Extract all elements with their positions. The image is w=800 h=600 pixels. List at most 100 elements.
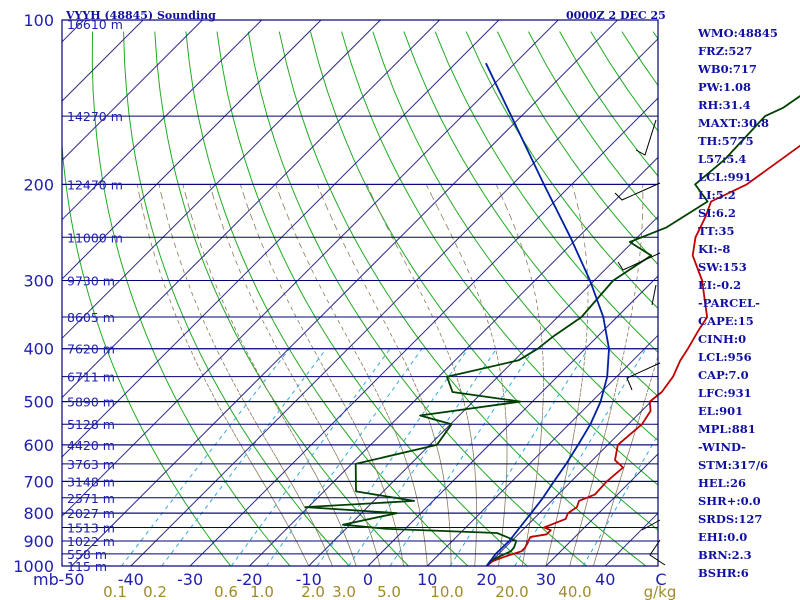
height-label: 3763 m	[67, 457, 115, 472]
pressure-unit-label: mb	[33, 570, 59, 589]
station-title: VYYH (48845) Sounding	[66, 9, 216, 22]
isotherm-line	[130, 38, 659, 567]
temperature-tick-label: -20	[236, 570, 262, 589]
temperature-unit-label: C	[655, 570, 666, 589]
mixing-ratio-tick-label: 1.0	[250, 583, 274, 600]
stat-line: SW:153	[698, 260, 747, 274]
plot-frame	[61, 19, 659, 567]
isotherm-line	[61, 19, 381, 339]
stat-line: CINH:0	[698, 332, 747, 346]
height-label: 115 m	[67, 559, 107, 574]
temperature-trace	[486, 144, 800, 567]
temperature-tick-label: 0	[363, 570, 373, 589]
pressure-tick-label: 400	[23, 340, 54, 359]
height-label: 5890 m	[67, 395, 115, 410]
pressure-tick-label: 700	[23, 472, 54, 491]
stat-line: RH:31.4	[698, 98, 751, 112]
height-label: 9730 m	[67, 274, 115, 289]
dry-adiabat	[559, 31, 659, 177]
stat-line: CAP:7.0	[698, 368, 749, 382]
stat-line: TH:5775	[698, 134, 754, 148]
height-label: 2571 m	[67, 491, 115, 506]
mixing-ratio-tick-label: 5.0	[377, 583, 401, 600]
pressure-tick-label: 100	[23, 11, 54, 30]
temperature-tick-label: 30	[536, 570, 556, 589]
isotherm-line	[61, 19, 144, 102]
mixing-ratio-tick-label: 2.0	[301, 583, 325, 600]
isotherm-line	[61, 19, 559, 517]
stat-line: PW:1.08	[698, 80, 752, 94]
parcel-trace	[485, 62, 610, 567]
pressure-tick-label: 500	[23, 393, 54, 412]
mixing-ratio-line	[449, 348, 589, 567]
dry-adiabat	[341, 31, 659, 486]
mixing-ratio-line	[230, 348, 391, 567]
wind-barb	[617, 252, 661, 271]
dry-adiabat	[465, 31, 659, 309]
pressure-tick-label: 200	[23, 175, 54, 194]
isotherm-line	[61, 19, 203, 161]
stat-line: SRDS:127	[698, 512, 763, 526]
stat-line: SI:6.2	[698, 206, 736, 220]
isotherm-line	[189, 97, 659, 567]
dry-adiabat	[528, 31, 659, 221]
height-label: 7620 m	[67, 342, 115, 357]
stat-line: LFC:931	[698, 386, 752, 400]
stat-line: -WIND-	[698, 440, 746, 454]
stat-line: MAXT:30.8	[698, 116, 769, 130]
mixing-ratio-tick-label: 0.1	[103, 583, 127, 600]
stat-line: EL:901	[698, 404, 744, 418]
stat-line: WB0:717	[698, 62, 757, 76]
dry-adiabat	[310, 31, 659, 531]
pressure-tick-label: 600	[23, 436, 54, 455]
moist-adiabat	[182, 184, 357, 567]
stat-line: HEL:26	[698, 476, 746, 490]
height-label: 16610 m	[67, 17, 123, 32]
pressure-tick-label: 300	[23, 272, 54, 291]
isotherm-line	[486, 394, 659, 567]
temperature-tick-label: -30	[177, 570, 203, 589]
dry-adiabat	[496, 31, 659, 265]
moist-adiabat	[158, 184, 333, 567]
dry-adiabat	[372, 31, 659, 441]
pressure-tick-label: 1000	[13, 557, 54, 576]
dry-adiabat	[247, 31, 587, 567]
moist-adiabat	[592, 356, 659, 567]
height-label: 4420 m	[67, 438, 115, 453]
isotherm-line	[367, 275, 659, 567]
temperature-tick-label: 20	[476, 570, 496, 589]
stat-line: LCL:991	[698, 170, 752, 184]
dry-adiabat	[91, 31, 291, 567]
isotherm-line	[604, 512, 659, 567]
wind-barb	[635, 119, 657, 156]
isotherm-line	[545, 453, 659, 567]
wind-barb	[651, 284, 657, 306]
stat-line: STM:317/6	[698, 458, 769, 472]
wind-barb	[641, 519, 661, 531]
mixing-ratio-line	[514, 348, 647, 567]
mixing-ratio-tick-label: 40.0	[558, 583, 591, 600]
wind-barb	[614, 182, 661, 201]
temperature-tick-label: -50	[58, 570, 84, 589]
temperature-tick-label: 10	[417, 570, 437, 589]
wind-barb	[649, 539, 666, 566]
mixing-ratio-tick-label: 20.0	[495, 583, 528, 600]
mixing-ratio-line	[161, 348, 327, 567]
stat-line: EHI:0.0	[698, 530, 748, 544]
stats-panel: WMO:48845 FRZ:527 WB0:717 PW:1.08 RH:31.…	[698, 24, 778, 582]
isotherm-line	[61, 19, 500, 458]
height-label: 11000 m	[67, 230, 123, 245]
height-label: 558 m	[67, 547, 107, 562]
wind-barb	[626, 362, 661, 391]
mixing-ratio-unit-label: g/kg	[644, 583, 677, 600]
dry-adiabat	[590, 31, 659, 132]
stat-line: CAPE:15	[698, 314, 754, 328]
height-label: 3148 m	[67, 474, 115, 489]
stat-line: MPL:881	[698, 422, 756, 436]
mixing-ratio-tick-label: 3.0	[332, 583, 356, 600]
mixing-ratio-tick-label: 0.2	[143, 583, 167, 600]
temperature-tick-label: -40	[118, 570, 144, 589]
stat-line: L57:5.4	[698, 152, 747, 166]
isotherm-line	[61, 19, 322, 280]
